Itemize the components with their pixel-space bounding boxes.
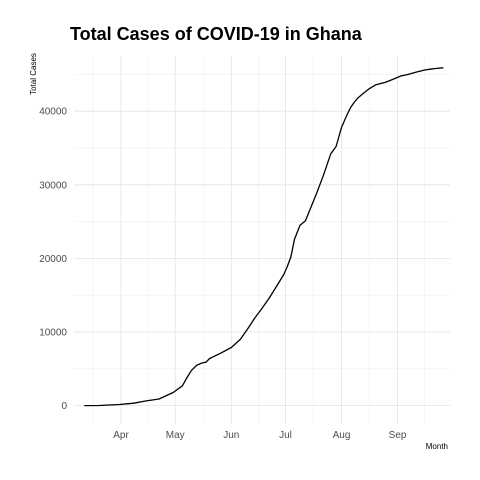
x-tick-label: Jul <box>279 430 292 441</box>
x-tick-label: Aug <box>333 430 351 441</box>
y-tick-label: 40000 <box>39 107 67 118</box>
grid-lines <box>74 56 450 424</box>
y-axis-ticks: 0 10000 20000 30000 40000 <box>39 107 67 412</box>
y-axis-title: Total Cases <box>29 53 38 95</box>
series-lines <box>84 67 444 407</box>
chart-title: Total Cases of COVID-19 in Ghana <box>70 24 362 44</box>
x-tick-label: Apr <box>113 430 129 441</box>
y-tick-label: 10000 <box>39 328 67 339</box>
x-axis-title: Month <box>426 442 448 451</box>
y-tick-label: 0 <box>61 401 67 412</box>
y-tick-label: 20000 <box>39 254 67 265</box>
x-axis-ticks: Apr May Jun Jul Aug Sep <box>113 430 407 441</box>
x-tick-label: Jun <box>223 430 239 441</box>
y-tick-label: 30000 <box>39 180 67 191</box>
x-tick-label: May <box>166 430 185 441</box>
series-line <box>84 67 444 407</box>
x-tick-label: Sep <box>389 430 407 441</box>
